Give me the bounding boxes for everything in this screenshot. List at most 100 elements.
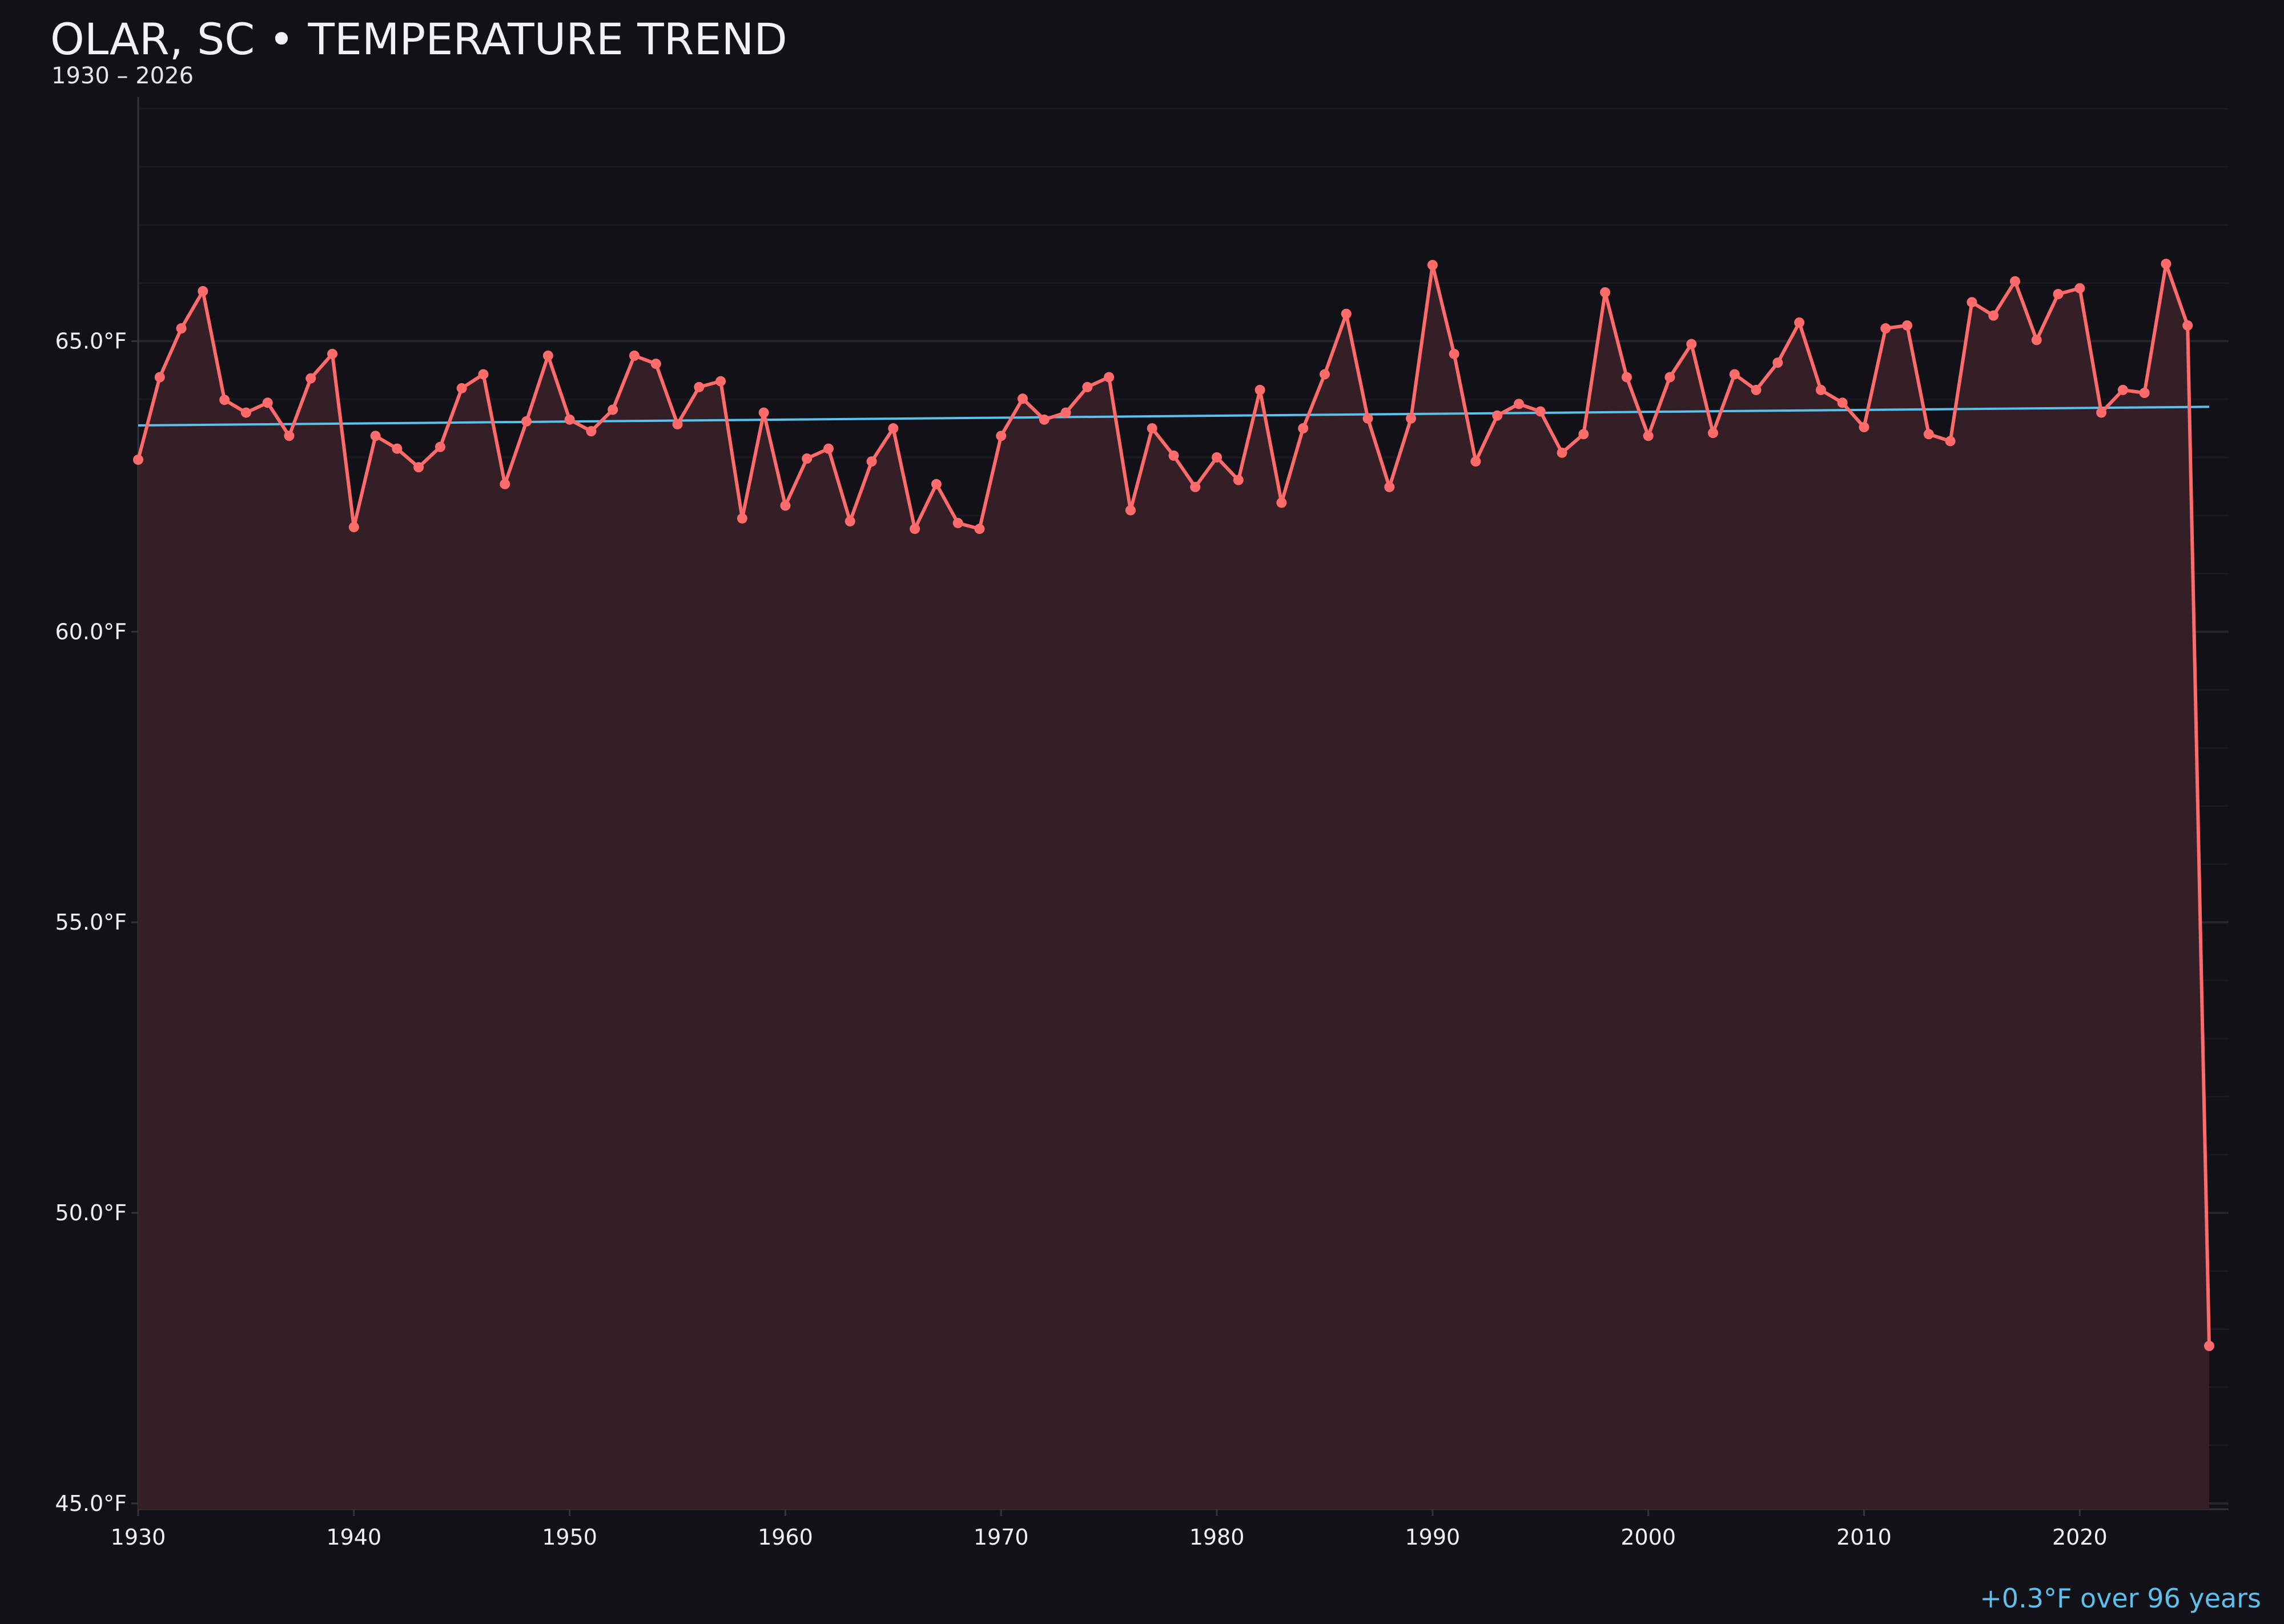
data-point <box>1449 348 1459 359</box>
data-point <box>478 369 489 380</box>
data-point <box>456 383 467 393</box>
data-point <box>1772 357 1783 368</box>
data-point <box>1319 369 1330 380</box>
data-point <box>1254 384 1265 395</box>
data-point <box>1578 429 1589 440</box>
data-point <box>1060 407 1071 418</box>
data-point <box>1643 431 1654 441</box>
x-tick-label: 2010 <box>1836 1525 1892 1550</box>
data-point <box>240 407 251 418</box>
data-point <box>1470 456 1481 467</box>
x-tick-label: 1940 <box>326 1525 381 1550</box>
data-point <box>1298 423 1309 434</box>
data-point <box>802 453 813 464</box>
x-tick-label: 1950 <box>542 1525 597 1550</box>
data-point <box>413 462 424 473</box>
data-point <box>2182 320 2193 331</box>
data-point <box>1815 384 1826 395</box>
data-point <box>2096 407 2107 418</box>
data-point <box>1492 410 1503 421</box>
chart-title: OLAR, SC • TEMPERATURE TREND <box>50 14 787 65</box>
data-point <box>888 423 899 434</box>
data-point <box>392 443 403 454</box>
data-point <box>866 456 877 467</box>
data-point <box>1276 497 1287 508</box>
data-point <box>2053 288 2064 299</box>
data-point <box>672 419 683 429</box>
data-point <box>715 376 726 387</box>
data-point <box>608 404 618 415</box>
data-point <box>2139 388 2150 399</box>
data-point <box>629 350 640 361</box>
data-point <box>1168 450 1179 461</box>
data-point <box>1923 429 1934 440</box>
data-point <box>327 348 338 359</box>
data-point <box>133 455 143 465</box>
data-point <box>1535 406 1546 417</box>
data-point <box>1967 297 1977 308</box>
data-point <box>650 359 661 369</box>
data-point <box>2161 259 2172 270</box>
data-point <box>2031 335 2042 345</box>
data-point <box>845 516 855 526</box>
data-point <box>348 522 359 533</box>
y-tick-label: 55.0°F <box>55 910 127 935</box>
data-point <box>1362 413 1373 424</box>
data-point <box>737 513 747 524</box>
data-point <box>1664 372 1675 383</box>
data-point <box>1384 481 1395 492</box>
data-point <box>262 397 273 408</box>
data-point <box>1686 339 1697 349</box>
data-point <box>1190 481 1201 492</box>
data-point <box>1859 422 1869 433</box>
data-point <box>284 431 295 441</box>
data-point <box>1621 372 1632 383</box>
data-point <box>1147 423 1157 434</box>
data-point <box>154 372 165 383</box>
data-point <box>780 500 791 511</box>
x-tick-label: 1970 <box>974 1525 1029 1550</box>
data-point <box>176 323 187 334</box>
x-tick-label: 1980 <box>1189 1525 1245 1550</box>
data-point <box>758 407 769 418</box>
data-point <box>1945 436 1956 447</box>
trend-summary: +0.3°F over 96 years <box>1980 1583 2261 1614</box>
x-tick-label: 1930 <box>111 1525 166 1550</box>
data-point <box>564 414 575 425</box>
data-point <box>500 479 510 489</box>
data-point <box>1406 413 1417 424</box>
data-point <box>694 381 705 392</box>
data-point <box>1039 414 1049 425</box>
data-point <box>1902 320 1913 331</box>
chart-subtitle: 1930 – 2026 <box>51 63 194 89</box>
data-point <box>1427 260 1438 271</box>
data-point <box>1837 397 1848 408</box>
data-point <box>1082 381 1093 392</box>
data-point <box>2203 1341 2214 1352</box>
data-point <box>1751 384 1762 395</box>
x-tick-label: 1990 <box>1405 1525 1461 1550</box>
area-fill <box>138 264 2209 1509</box>
data-point <box>1104 372 1115 383</box>
data-point <box>1600 287 1611 298</box>
data-point <box>1557 447 1567 458</box>
data-point <box>1212 452 1223 463</box>
y-tick-label: 50.0°F <box>55 1200 127 1225</box>
x-tick-label: 1960 <box>758 1525 813 1550</box>
y-tick-label: 60.0°F <box>55 619 127 644</box>
trend-line <box>138 405 2210 427</box>
data-point <box>931 479 942 489</box>
data-point <box>1513 399 1524 409</box>
y-tick-label: 65.0°F <box>55 328 127 353</box>
data-point <box>2074 283 2085 294</box>
data-point <box>586 426 597 437</box>
data-point <box>1341 308 1352 319</box>
data-point <box>1233 475 1244 485</box>
data-point <box>974 524 985 534</box>
x-tick-label: 2000 <box>1620 1525 1676 1550</box>
data-point <box>2009 276 2020 287</box>
data-point <box>1880 323 1891 334</box>
data-point <box>1018 393 1028 404</box>
data-point <box>198 286 208 296</box>
